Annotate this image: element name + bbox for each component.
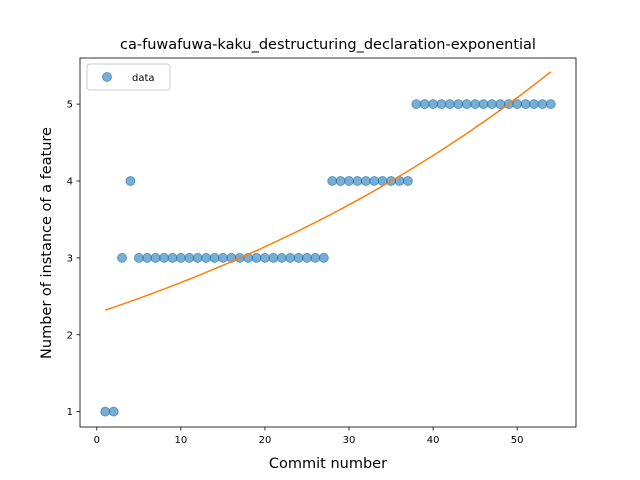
data-point: [150, 252, 161, 263]
legend: data: [86, 63, 171, 91]
data-point: [301, 252, 312, 263]
data-point: [419, 99, 430, 110]
data-point: [411, 99, 422, 110]
data-point: [209, 252, 220, 263]
data-point: [444, 99, 455, 110]
legend-box: [86, 63, 171, 91]
data-point: [335, 176, 346, 186]
y-axis-label: Number of instance of a feature: [39, 127, 55, 359]
data-point: [436, 99, 447, 110]
data-point: [352, 176, 363, 186]
data-point: [520, 99, 531, 110]
data-point: [360, 176, 371, 186]
y-tick-label: 1: [67, 407, 73, 418]
legend-label-data: data: [132, 73, 155, 84]
data-point: [184, 252, 195, 263]
data-point: [251, 252, 262, 263]
x-tick-label: 0: [94, 435, 100, 446]
data-point: [268, 252, 279, 263]
data-point: [117, 252, 128, 263]
x-tick-label: 30: [343, 435, 356, 446]
data-point: [285, 252, 296, 263]
data-point: [310, 252, 321, 263]
data-point: [453, 99, 464, 110]
data-point: [428, 99, 439, 110]
data-point: [259, 252, 270, 263]
axes-frame: [79, 57, 577, 428]
y-tick-label: 3: [67, 253, 73, 264]
x-axis-label: Commit number: [269, 456, 387, 472]
data-point: [461, 99, 472, 110]
fit-line: [104, 71, 552, 311]
chart-title: ca-fuwafuwa-kaku_destructuring_declarati…: [120, 37, 536, 53]
data-point: [142, 252, 153, 263]
axes: 0 10 20 30 40 50 1 2 3 4 5: [67, 57, 577, 446]
data-point: [537, 99, 548, 110]
data-point: [133, 252, 144, 263]
x-tick-label: 10: [175, 435, 188, 446]
data-point: [318, 252, 329, 263]
data-point: [276, 252, 287, 263]
x-tick-label: 50: [511, 435, 524, 446]
legend-marker: [102, 72, 112, 82]
data-point: [108, 406, 119, 417]
data-point: [192, 252, 203, 263]
data-point: [512, 99, 523, 110]
data-point: [125, 176, 136, 186]
y-tick-label: 4: [67, 177, 73, 188]
x-tick-label: 20: [259, 435, 272, 446]
data-point: [344, 176, 355, 186]
data-point: [100, 406, 111, 417]
x-tick-label: 40: [427, 435, 440, 446]
y-tick-label: 2: [67, 330, 73, 341]
data-point: [528, 99, 539, 110]
data-point: [159, 252, 170, 263]
data-point: [327, 176, 338, 186]
data-point: [470, 99, 481, 110]
data-point: [201, 252, 212, 263]
data-point: [369, 176, 380, 186]
data-point: [175, 252, 186, 263]
data-point: [478, 99, 489, 110]
data-point: [293, 252, 304, 263]
data-point: [486, 99, 497, 110]
data-point: [217, 252, 228, 263]
data-point: [402, 176, 413, 186]
y-tick-label: 5: [67, 100, 73, 111]
data-point: [167, 252, 178, 263]
chart-marks: [100, 71, 556, 417]
data-point: [545, 99, 556, 110]
